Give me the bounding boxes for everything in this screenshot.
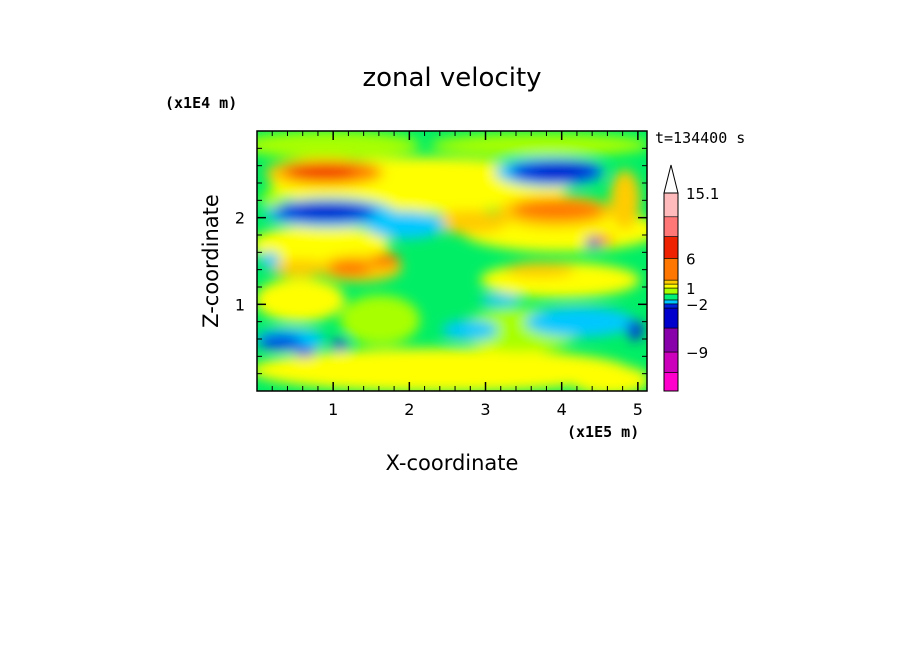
colorbar-frame <box>663 192 679 392</box>
y-tick-label: 1 <box>235 295 245 314</box>
colorbar-segment <box>663 216 679 237</box>
x-tick-label: 5 <box>633 400 643 419</box>
colorbar-label: −9 <box>686 344 708 362</box>
colorbar-arrow <box>663 164 679 194</box>
colorbar-label: 15.1 <box>686 185 719 203</box>
contour-region <box>610 170 640 230</box>
contour-region <box>525 307 635 337</box>
time-label: t=134400 s <box>655 129 745 147</box>
contour-region <box>370 253 400 267</box>
y-axis-label: Z-coordinate <box>199 194 223 328</box>
contour-region <box>442 320 498 340</box>
colorbar-segment <box>663 351 679 373</box>
contour-region <box>270 259 330 277</box>
colorbar-label: −2 <box>686 296 708 314</box>
contour-region <box>340 295 420 345</box>
colorbar-label: 1 <box>686 280 696 298</box>
plot-area <box>257 131 647 391</box>
contour-region <box>627 320 643 340</box>
y-unit-label: (x1E4 m) <box>165 94 237 112</box>
colorbar-segment <box>663 283 679 289</box>
x-axis-label: X-coordinate <box>386 451 519 475</box>
contour-region <box>257 131 420 159</box>
contour-region <box>332 339 348 351</box>
contour-region <box>532 164 588 176</box>
y-tick-label: 2 <box>235 209 245 228</box>
contour-region <box>257 348 630 391</box>
contour-region <box>512 200 604 220</box>
contour-region <box>258 335 302 349</box>
contour-region <box>328 260 372 276</box>
contour-fill <box>257 131 647 391</box>
contour-region <box>585 238 601 248</box>
colorbar-segment <box>663 327 679 353</box>
x-tick-label: 4 <box>557 400 567 419</box>
colorbar-segment <box>663 258 679 281</box>
x-tick-label: 2 <box>404 400 414 419</box>
contour-region <box>480 294 520 306</box>
contour-region <box>257 278 345 322</box>
plot-frame <box>256 130 648 392</box>
colorbar-segment <box>663 287 679 295</box>
contour-region <box>432 210 508 234</box>
colorbar-segment <box>663 372 679 392</box>
colorbar-label: 6 <box>686 250 696 268</box>
y-axis-ticks: 12 <box>235 147 647 375</box>
colorbar-segment <box>663 299 679 305</box>
contour-region <box>295 347 315 357</box>
contour-region <box>570 365 647 391</box>
colorbar-segment <box>663 307 679 329</box>
x-tick-label: 1 <box>328 400 338 419</box>
contour-region <box>430 133 647 157</box>
colorbar-segment <box>663 293 679 301</box>
colorbar-segment <box>663 303 679 309</box>
x-unit-label: (x1E5 m) <box>567 423 639 441</box>
colorbar-segment <box>663 279 679 285</box>
colorbar <box>663 164 679 392</box>
contour-region <box>260 252 280 268</box>
colorbar-segment <box>663 192 679 218</box>
contour-region <box>505 262 575 278</box>
contour-region <box>298 206 362 218</box>
colorbar-segment <box>663 236 679 259</box>
x-tick-label: 3 <box>480 400 490 419</box>
contour-region <box>288 166 356 178</box>
chart-title: zonal velocity <box>362 63 541 93</box>
x-axis-ticks: 1 2 3 4 5 <box>271 131 643 419</box>
contour-region <box>260 192 284 208</box>
colorbar-labels: 15.1 6 1−2 −9 <box>686 185 719 362</box>
